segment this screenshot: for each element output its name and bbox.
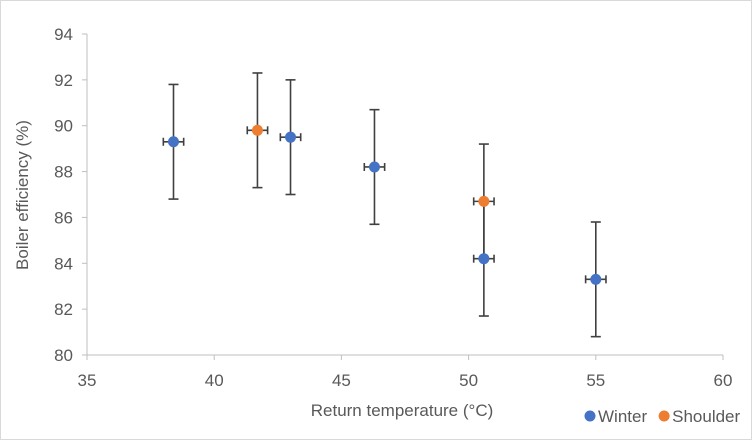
legend: Winter Shoulder	[584, 407, 741, 426]
x-tick-label: 55	[586, 371, 605, 390]
x-tick-label: 50	[459, 371, 478, 390]
x-tick-labels: 35 40 45 50 55 60	[78, 355, 733, 390]
data-point-winter	[590, 273, 602, 285]
y-tick-label: 86	[54, 208, 73, 227]
x-tick-label: 45	[332, 371, 351, 390]
data-points	[167, 124, 602, 285]
data-point-winter	[167, 136, 179, 148]
x-tick-label: 40	[205, 371, 224, 390]
y-axis-title: Boiler efficiency (%)	[13, 120, 32, 270]
legend-marker-shoulder	[658, 410, 670, 422]
legend-label-shoulder: Shoulder	[672, 407, 740, 426]
y-tick-label: 82	[54, 300, 73, 319]
y-tick-label: 92	[54, 71, 73, 90]
error-bars	[162, 72, 607, 338]
y-tick-label: 94	[54, 25, 73, 44]
data-point-winter	[285, 131, 297, 143]
legend-label-winter: Winter	[598, 407, 647, 426]
data-point-shoulder	[251, 124, 263, 136]
legend-marker-winter	[584, 410, 596, 422]
x-axis-title: Return temperature (°C)	[311, 401, 494, 420]
data-point-shoulder	[478, 195, 490, 207]
x-tick-label: 60	[714, 371, 733, 390]
y-tick-label: 88	[54, 163, 73, 182]
data-point-winter	[478, 253, 490, 265]
y-tick-labels: 80 82 84 86 88 90 92 94	[54, 25, 87, 365]
x-tick-label: 35	[78, 371, 97, 390]
y-tick-label: 80	[54, 346, 73, 365]
y-tick-label: 84	[54, 254, 73, 273]
y-tick-label: 90	[54, 117, 73, 136]
axes	[86, 34, 723, 356]
data-point-winter	[368, 161, 380, 173]
